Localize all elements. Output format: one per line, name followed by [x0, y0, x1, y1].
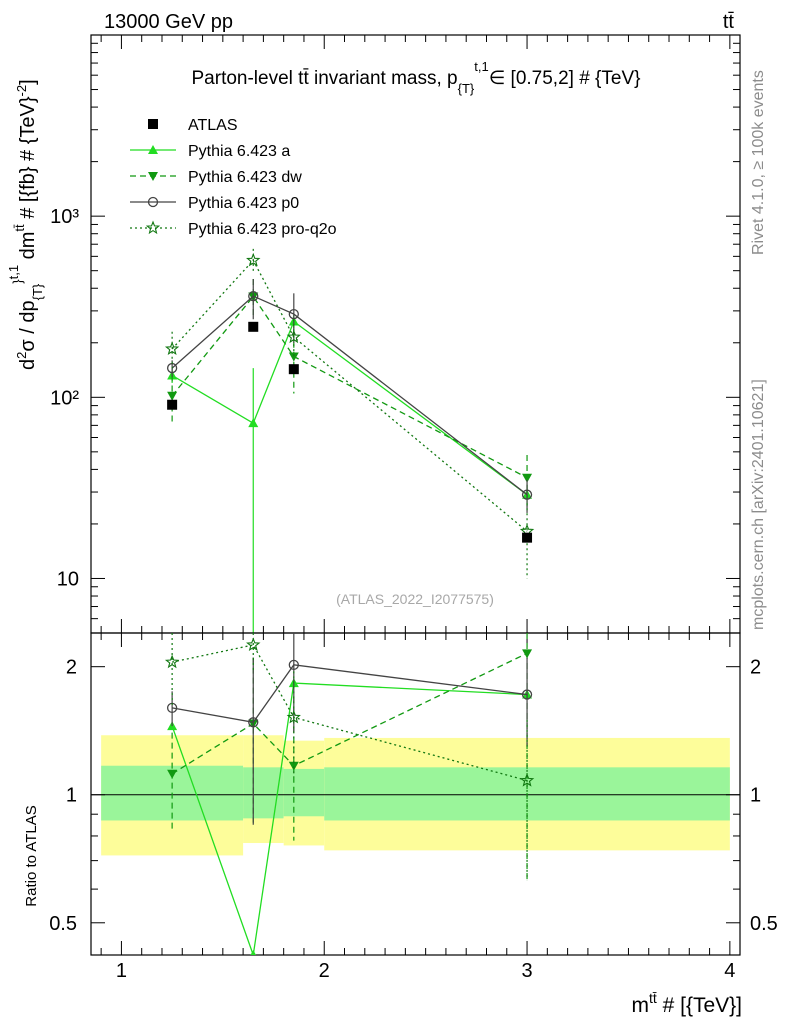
uncertainty-bands	[101, 735, 730, 856]
legend-label: Pythia 6.423 p0	[188, 195, 299, 212]
ratio-tick-label: 0.5	[49, 913, 77, 935]
data-point-atlas	[288, 364, 299, 375]
point-pythia-6-423-p0	[248, 290, 259, 302]
legend-marker	[148, 119, 158, 129]
data-point-atlas	[167, 399, 178, 410]
point-pythia-6-423-dw	[288, 352, 299, 362]
point-pythia-6-423-dw	[522, 473, 533, 483]
series-line-pythia-6-423-dw	[171, 295, 528, 479]
x-axis-label: mtt̄ # [{TeV}]	[631, 990, 742, 1017]
x-tick-label: 4	[724, 960, 735, 982]
main-series	[164, 248, 535, 633]
legend-label: Pythia 6.423 dw	[188, 169, 302, 186]
y-axis: 10 10² 10³	[50, 34, 740, 634]
legend-label: Pythia 6.423 a	[188, 143, 290, 160]
chart-title: Parton-level tt̄ invariant mass, p{T}t,1…	[192, 59, 641, 96]
legend-marker	[147, 196, 159, 208]
ratio-line-pythia-6-423-dw	[171, 652, 528, 775]
data-point-atlas	[248, 321, 259, 332]
series-line-pythia-6-423-p0	[171, 295, 528, 496]
ratio-y-axis: 0.5 0.5 1 1 2 2	[49, 657, 778, 935]
ratio-point-pythia-6-423-pro-q2o	[519, 773, 535, 787]
ratio-point-pythia-6-423-dw	[167, 769, 178, 779]
legend-label: Pythia 6.423 pro-q2o	[188, 221, 337, 238]
ratio-point-pythia-6-423-p0	[248, 717, 259, 728]
ratio-line-pythia-6-423-p0	[172, 664, 528, 724]
y-tick-label: 10³	[50, 206, 79, 228]
process-label: tt̄	[723, 11, 735, 33]
ratio-tick-label: 2	[66, 657, 77, 679]
main-plot-panel: 10 10² 10³	[50, 34, 741, 634]
ratio-frame	[90, 632, 741, 956]
inner-band-bin	[283, 768, 325, 817]
y-tick-label: 10	[57, 568, 79, 590]
ratio-tick-label-right: 0.5	[750, 913, 778, 935]
ratio-series	[164, 633, 535, 955]
point-pythia-6-423-pro-q2o	[246, 252, 261, 267]
data-point-atlas	[522, 532, 533, 543]
point-pythia-6-423-p0	[288, 308, 299, 320]
ratio-point-pythia-6-423-p0	[521, 689, 533, 700]
ratio-y-axis-label: Ratio to ATLAS	[23, 805, 40, 906]
legend-marker	[148, 172, 158, 181]
energy-label: 13000 GeV pp	[104, 11, 233, 33]
legend-label: ATLAS	[188, 117, 238, 134]
ratio-point-pythia-6-423-pro-q2o	[164, 654, 180, 669]
x-tick-label: 1	[116, 960, 127, 982]
ratio-point-pythia-6-423-dw	[522, 649, 533, 659]
y-axis-label: d2σ / dp{T}}t,1 dmtt̄ # [{fb} # {TeV}-2]	[6, 79, 45, 370]
ratio-line-pythia-6-423-a	[171, 682, 528, 955]
source-label: mcplots.cern.ch [arXiv:2401.10621]	[750, 379, 767, 630]
ratio-point-pythia-6-423-p0	[288, 659, 299, 670]
x-axis: 1 2 3 4	[100, 633, 735, 982]
legend-marker	[148, 145, 158, 154]
point-pythia-6-423-pro-q2o	[164, 341, 180, 356]
legend: ATLAS Pythia 6.423 a Pythia 6.423 dw Pythia…	[130, 117, 337, 238]
point-pythia-6-423-dw	[167, 391, 178, 401]
rivet-label: Rivet 4.1.0, ≥ 100k events	[750, 70, 767, 255]
reference-label: (ATLAS_2022_I2077575)	[336, 591, 494, 607]
series-line-pythia-6-423-pro-q2o	[171, 259, 528, 532]
series-line-pythia-6-423-a	[171, 320, 528, 496]
legend-marker	[145, 220, 161, 235]
ratio-tick-label-right: 1	[750, 785, 761, 807]
ratio-point-pythia-6-423-pro-q2o	[246, 637, 261, 652]
y-tick-label: 10²	[50, 387, 79, 409]
point-pythia-6-423-p0	[521, 489, 533, 500]
ratio-point-pythia-6-423-dw	[288, 761, 299, 771]
ratio-line-pythia-6-423-pro-q2o	[171, 644, 528, 782]
ratio-point-pythia-6-423-pro-q2o	[286, 709, 301, 724]
x-tick-label: 3	[521, 960, 532, 982]
ratio-point-pythia-6-423-a	[250, 950, 257, 955]
point-pythia-6-423-pro-q2o	[286, 329, 301, 344]
point-pythia-6-423-a	[248, 418, 259, 428]
ratio-tick-label: 1	[66, 785, 77, 807]
ratio-plot-panel: 1 2 3 4 0.5 0.5 1 1 2 2	[49, 632, 778, 982]
x-tick-label: 2	[319, 960, 330, 982]
ratio-tick-label-right: 2	[750, 657, 761, 679]
